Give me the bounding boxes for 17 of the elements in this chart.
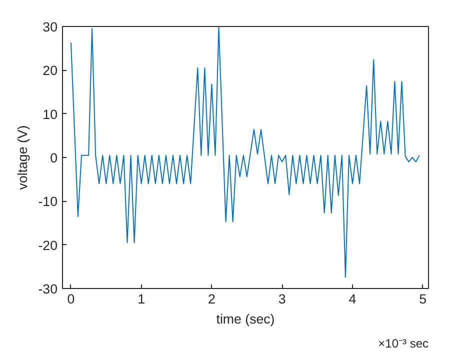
x-tick-label: 2: [208, 292, 216, 306]
line-series: [70, 26, 420, 278]
y-tick-label: -30: [38, 282, 58, 296]
x-tick-label: 0: [67, 292, 75, 306]
y-tick-label: -10: [38, 194, 58, 210]
x-tick-label: 5: [419, 292, 427, 306]
y-axis-title: voltage (V): [15, 125, 30, 190]
y-tick-label: 10: [42, 106, 58, 122]
x-tick-label: 4: [348, 292, 357, 306]
y-tick-label: 20: [42, 63, 58, 78]
y-tick-label: 0: [50, 150, 58, 166]
x-tick-label: 1: [138, 292, 146, 306]
x-tick-label: 3: [278, 292, 286, 306]
y-tick-label: -20: [38, 238, 58, 253]
text: ×10⁻³ sec: [378, 336, 428, 350]
x-axis-title: time (sec): [216, 312, 275, 326]
y-tick-label: 30: [42, 20, 58, 34]
